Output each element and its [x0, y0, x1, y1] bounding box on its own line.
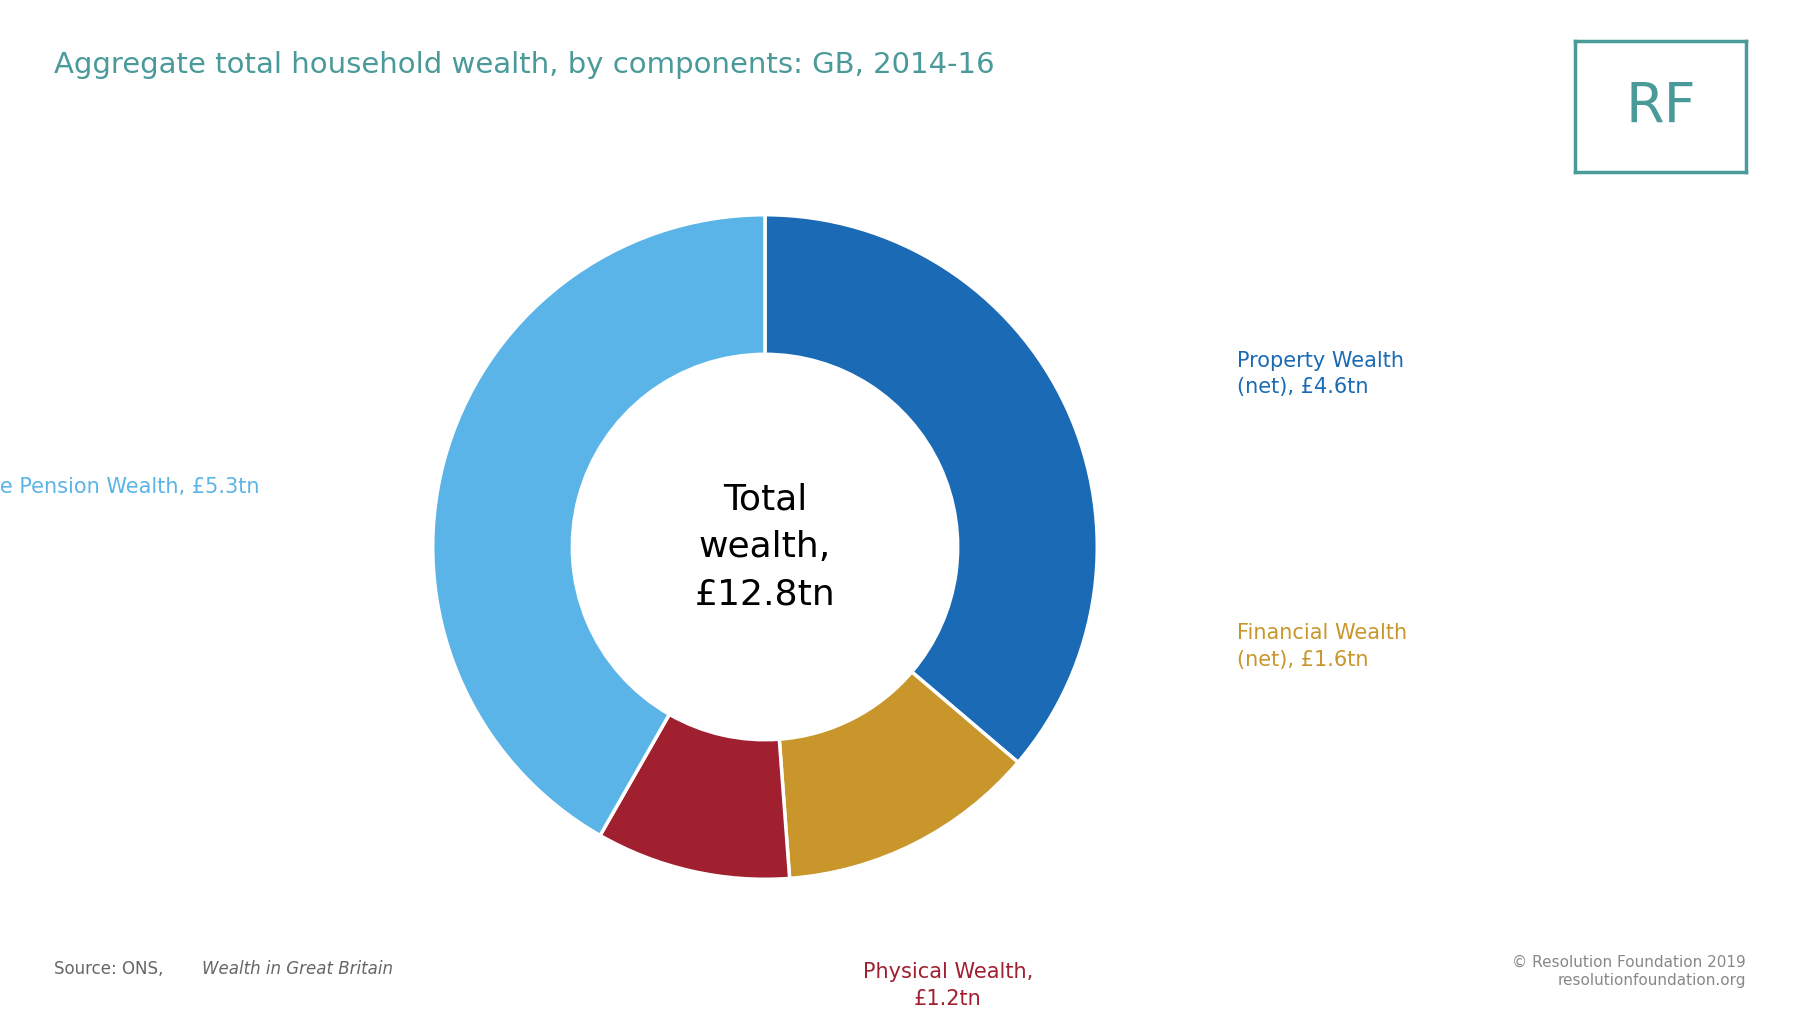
Text: Aggregate total household wealth, by components: GB, 2014-16: Aggregate total household wealth, by com… — [54, 51, 995, 79]
Wedge shape — [599, 714, 790, 879]
Wedge shape — [432, 215, 765, 836]
Text: Property Wealth
(net), £4.6tn: Property Wealth (net), £4.6tn — [1237, 352, 1404, 397]
Text: Source: ONS,: Source: ONS, — [54, 959, 169, 978]
Text: Private Pension Wealth, £5.3tn: Private Pension Wealth, £5.3tn — [0, 477, 259, 497]
Text: Financial Wealth
(net), £1.6tn: Financial Wealth (net), £1.6tn — [1237, 623, 1408, 670]
Text: Wealth in Great Britain: Wealth in Great Britain — [202, 959, 392, 978]
Wedge shape — [765, 215, 1098, 763]
Text: RF: RF — [1625, 79, 1696, 134]
Text: Physical Wealth,
£1.2tn: Physical Wealth, £1.2tn — [862, 962, 1033, 1009]
Wedge shape — [779, 672, 1019, 878]
Text: © Resolution Foundation 2019
resolutionfoundation.org: © Resolution Foundation 2019 resolutionf… — [1512, 955, 1746, 988]
Text: Total
wealth,
£12.8tn: Total wealth, £12.8tn — [695, 482, 835, 612]
